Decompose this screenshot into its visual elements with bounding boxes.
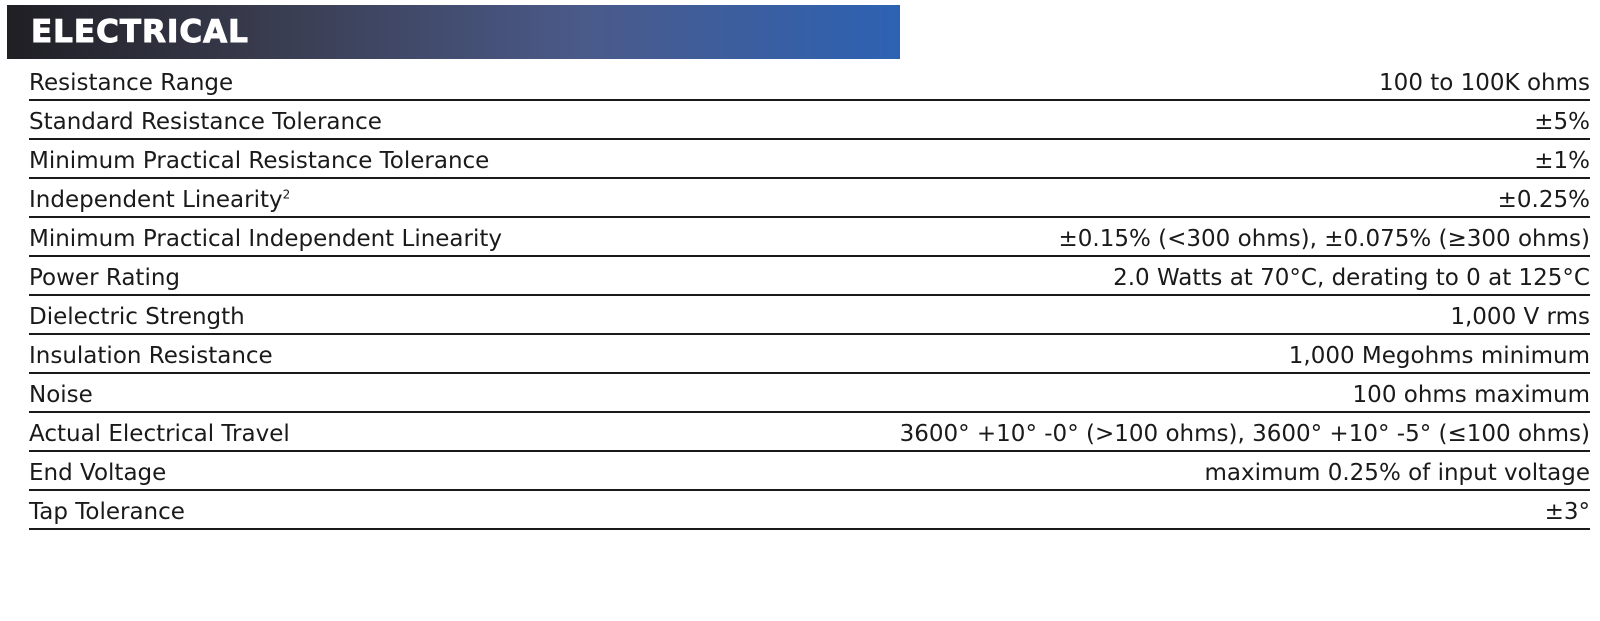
spec-row-standard-resistance-tolerance: Standard Resistance Tolerance ±5% xyxy=(29,101,1590,140)
spec-row-tap-tolerance: Tap Tolerance ±3° xyxy=(29,491,1590,530)
spec-value: ±0.15% (<300 ohms), ±0.075% (≥300 ohms) xyxy=(1058,225,1590,252)
spec-value: maximum 0.25% of input voltage xyxy=(1204,459,1590,486)
spec-value: ±5% xyxy=(1534,108,1590,135)
spec-label: Actual Electrical Travel xyxy=(29,420,290,447)
section-header-bar: ELECTRICAL xyxy=(7,5,900,59)
spec-row-insulation-resistance: Insulation Resistance 1,000 Megohms mini… xyxy=(29,335,1590,374)
spec-row-min-practical-independent-linearity: Minimum Practical Independent Linearity … xyxy=(29,218,1590,257)
footnote-marker: 2 xyxy=(282,186,291,201)
spec-label: Minimum Practical Resistance Tolerance xyxy=(29,147,490,174)
spec-label: Tap Tolerance xyxy=(29,498,185,525)
spec-label: End Voltage xyxy=(29,459,167,486)
spec-row-min-practical-resistance-tolerance: Minimum Practical Resistance Tolerance ±… xyxy=(29,140,1590,179)
spec-value: ±0.25% xyxy=(1497,186,1590,213)
spec-label: Insulation Resistance xyxy=(29,342,273,369)
spec-label-with-footnote: Independent Linearity2 xyxy=(29,187,290,213)
spec-label: Noise xyxy=(29,381,93,408)
spec-value: 100 ohms maximum xyxy=(1352,381,1590,408)
spec-label-text: Independent Linearity xyxy=(29,186,283,213)
spec-value: ±1% xyxy=(1534,147,1590,174)
spec-value: 2.0 Watts at 70°C, derating to 0 at 125°… xyxy=(1113,264,1590,291)
spec-row-dielectric-strength: Dielectric Strength 1,000 V rms xyxy=(29,296,1590,335)
spec-label: Minimum Practical Independent Linearity xyxy=(29,225,503,252)
section-title: ELECTRICAL xyxy=(31,14,249,51)
spec-value: ±3° xyxy=(1544,498,1590,525)
spec-row-actual-electrical-travel: Actual Electrical Travel 3600° +10° -0° … xyxy=(29,413,1590,452)
spec-value: 3600° +10° -0° (>100 ohms), 3600° +10° -… xyxy=(899,420,1590,447)
spec-label: Resistance Range xyxy=(29,69,234,96)
spec-value: 1,000 Megohms minimum xyxy=(1288,342,1590,369)
spec-label: Power Rating xyxy=(29,264,181,291)
spec-table: Resistance Range 100 to 100K ohms Standa… xyxy=(29,62,1590,530)
spec-value: 1,000 V rms xyxy=(1450,303,1590,330)
spec-row-resistance-range: Resistance Range 100 to 100K ohms xyxy=(29,62,1590,101)
spec-label: Standard Resistance Tolerance xyxy=(29,108,382,135)
spec-row-power-rating: Power Rating 2.0 Watts at 70°C, derating… xyxy=(29,257,1590,296)
spec-value: 100 to 100K ohms xyxy=(1379,69,1590,96)
spec-row-noise: Noise 100 ohms maximum xyxy=(29,374,1590,413)
spec-row-independent-linearity: Independent Linearity2 ±0.25% xyxy=(29,179,1590,218)
spec-row-end-voltage: End Voltage maximum 0.25% of input volta… xyxy=(29,452,1590,491)
spec-label: Dielectric Strength xyxy=(29,303,245,330)
